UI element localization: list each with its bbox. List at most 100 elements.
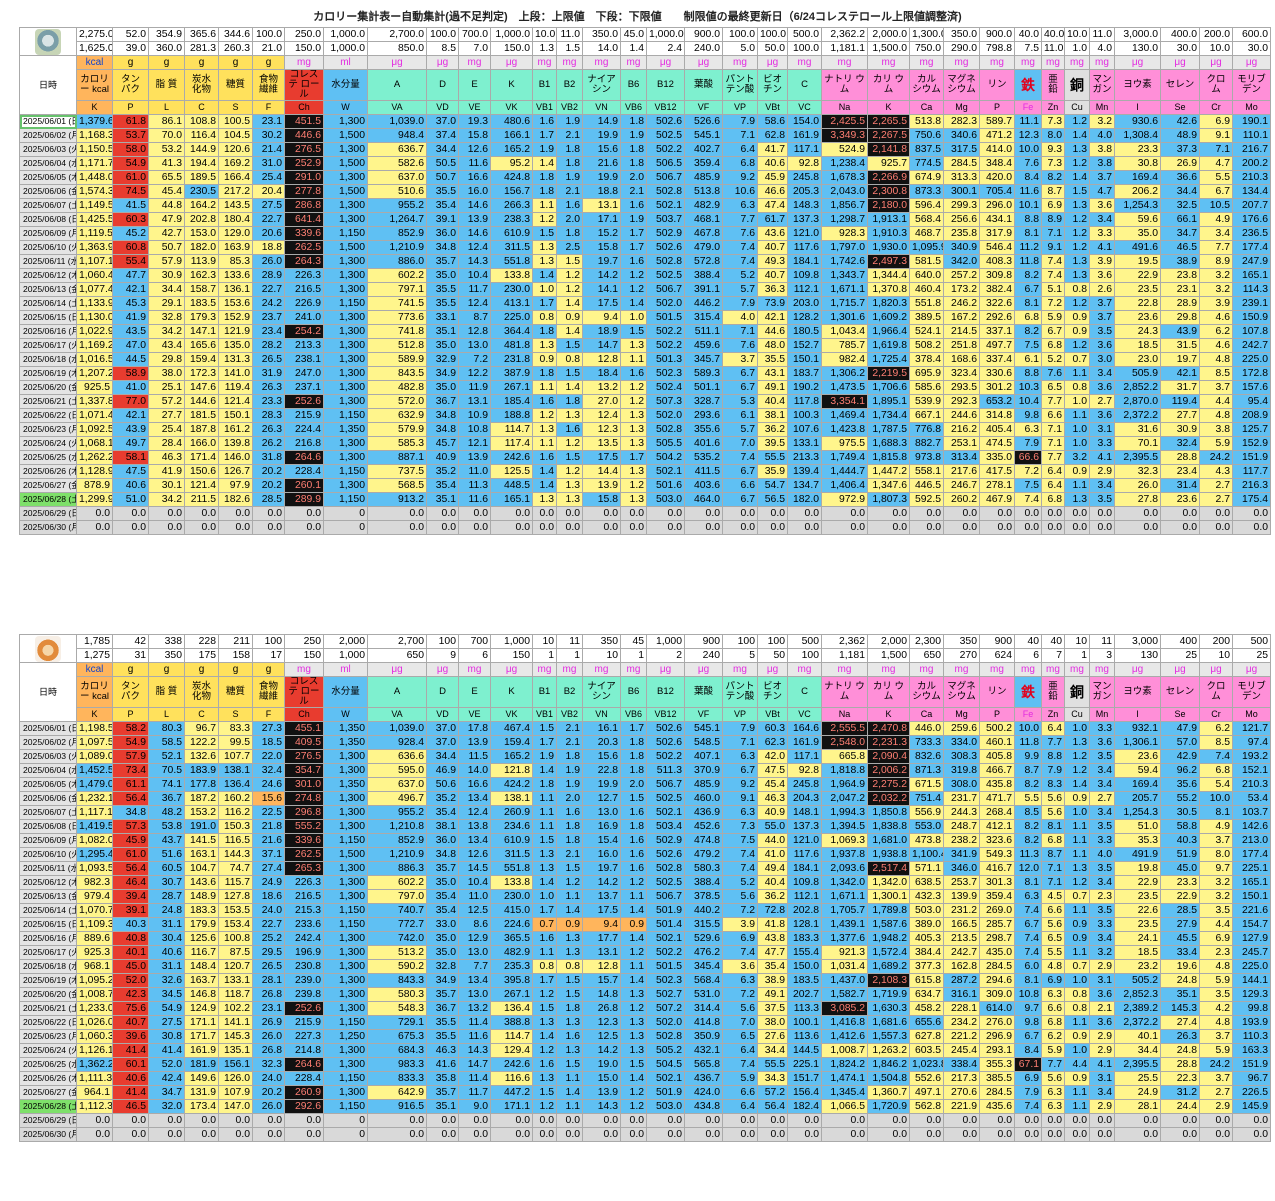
value-cell[interactable]: 121.0: [787, 226, 822, 241]
value-cell[interactable]: 183.5: [787, 973, 822, 988]
value-cell[interactable]: 28.9: [1160, 296, 1200, 311]
value-cell[interactable]: 2.1: [620, 184, 647, 199]
value-cell[interactable]: 276.0: [979, 1015, 1015, 1030]
value-cell[interactable]: 1,500: [323, 240, 368, 255]
value-cell[interactable]: 53.8: [148, 819, 185, 834]
value-cell[interactable]: 1.3: [1064, 268, 1090, 283]
value-cell[interactable]: 395.8: [490, 973, 533, 988]
value-cell[interactable]: 642.9: [367, 1085, 427, 1100]
value-cell[interactable]: 278.1: [979, 478, 1015, 493]
value-cell[interactable]: 34.2: [148, 324, 185, 339]
value-cell[interactable]: 294.6: [979, 973, 1015, 988]
value-cell[interactable]: 579.9: [367, 422, 427, 437]
value-cell[interactable]: 434.1: [979, 212, 1015, 227]
value-cell[interactable]: 172.3: [184, 366, 219, 381]
value-cell[interactable]: 97.9: [218, 478, 253, 493]
value-cell[interactable]: 315.5: [684, 917, 723, 932]
value-cell[interactable]: 0.0: [252, 506, 285, 521]
value-cell[interactable]: 10.0: [1199, 791, 1233, 806]
value-cell[interactable]: 1.3: [620, 422, 647, 437]
value-cell[interactable]: 1,439.1: [821, 917, 868, 932]
value-cell[interactable]: 1.5: [620, 791, 647, 806]
value-cell[interactable]: 2.9: [1089, 959, 1115, 974]
value-cell[interactable]: 1,150: [323, 1099, 368, 1114]
value-cell[interactable]: 211.5: [184, 492, 219, 507]
value-cell[interactable]: 156.7: [490, 184, 533, 199]
value-cell[interactable]: 26.0: [252, 254, 285, 269]
value-cell[interactable]: 6.8: [1041, 492, 1065, 507]
value-cell[interactable]: 7.7: [458, 959, 491, 974]
value-cell[interactable]: 45.3: [112, 296, 149, 311]
value-cell[interactable]: 315.4: [684, 310, 723, 325]
value-cell[interactable]: 468.1: [684, 212, 723, 227]
value-cell[interactable]: 502.8: [646, 861, 685, 876]
value-cell[interactable]: 435.0: [979, 945, 1015, 960]
value-cell[interactable]: 38.9: [1160, 254, 1200, 269]
value-cell[interactable]: 184.1: [787, 254, 822, 269]
value-cell[interactable]: 0.0: [1114, 1127, 1161, 1142]
value-cell[interactable]: 501.3: [646, 352, 685, 367]
value-cell[interactable]: 150.6: [184, 464, 219, 479]
value-cell[interactable]: 1.9: [556, 763, 583, 778]
value-cell[interactable]: 293.1: [979, 1043, 1015, 1058]
value-cell[interactable]: 317.5: [943, 142, 980, 157]
value-cell[interactable]: 411.5: [684, 464, 723, 479]
value-cell[interactable]: 0.0: [458, 520, 491, 535]
value-cell[interactable]: 1,557.3: [867, 1029, 910, 1044]
value-cell[interactable]: 1.0: [532, 889, 557, 904]
value-cell[interactable]: 0.0: [367, 520, 427, 535]
value-cell[interactable]: 1,574.3: [76, 184, 113, 199]
value-cell[interactable]: 414.0: [979, 142, 1015, 157]
value-cell[interactable]: 11.6: [458, 492, 491, 507]
value-cell[interactable]: 12.3: [582, 422, 621, 437]
value-cell[interactable]: 20.2: [252, 464, 285, 479]
value-cell[interactable]: 0.9: [556, 917, 583, 932]
value-cell[interactable]: 26.5: [252, 959, 285, 974]
value-cell[interactable]: 471.2: [979, 128, 1015, 143]
value-cell[interactable]: 141.5: [184, 833, 219, 848]
value-cell[interactable]: 35.5: [426, 1029, 459, 1044]
value-cell[interactable]: 1.3: [556, 931, 583, 946]
value-cell[interactable]: 2.7: [1089, 394, 1115, 409]
value-cell[interactable]: 420.0: [979, 170, 1015, 185]
value-cell[interactable]: 287.2: [943, 973, 980, 988]
value-cell[interactable]: 364.4: [490, 324, 533, 339]
value-cell[interactable]: 40.3: [112, 917, 149, 932]
value-cell[interactable]: 2,180.0: [867, 198, 910, 213]
value-cell[interactable]: 1.8: [556, 833, 583, 848]
value-cell[interactable]: 9.8: [1014, 1015, 1042, 1030]
value-cell[interactable]: 1,416.8: [821, 1015, 868, 1030]
value-cell[interactable]: 121.9: [218, 324, 253, 339]
value-cell[interactable]: 160.2: [218, 791, 253, 806]
value-cell[interactable]: 0.0: [1041, 1127, 1065, 1142]
value-cell[interactable]: 337.4: [979, 352, 1015, 367]
value-cell[interactable]: 948.4: [367, 128, 427, 143]
value-cell[interactable]: 13.9: [458, 212, 491, 227]
value-cell[interactable]: 968.1: [76, 959, 113, 974]
value-cell[interactable]: 163.7: [184, 973, 219, 988]
value-cell[interactable]: 3,349.3: [821, 128, 868, 143]
value-cell[interactable]: 2,372.2: [1114, 408, 1161, 423]
value-cell[interactable]: 0.0: [1232, 520, 1271, 535]
value-cell[interactable]: 1,150: [323, 1071, 368, 1086]
value-cell[interactable]: 513.2: [367, 945, 427, 960]
value-cell[interactable]: 1.8: [532, 184, 557, 199]
value-cell[interactable]: 1,198.5: [76, 721, 113, 736]
value-cell[interactable]: 12.4: [458, 240, 491, 255]
value-cell[interactable]: 886.3: [367, 861, 427, 876]
value-cell[interactable]: 9.8: [1014, 408, 1042, 423]
value-cell[interactable]: 3.5: [1199, 903, 1233, 918]
value-cell[interactable]: 0.9: [1064, 917, 1090, 932]
value-cell[interactable]: 2,548.0: [821, 735, 868, 750]
value-cell[interactable]: 125.5: [490, 464, 533, 479]
value-cell[interactable]: 12.5: [582, 1029, 621, 1044]
date-cell[interactable]: 2025/06/29 (日): [19, 506, 77, 521]
value-cell[interactable]: 2.0: [556, 791, 583, 806]
value-cell[interactable]: 43.7: [148, 833, 185, 848]
value-cell[interactable]: 556.9: [909, 805, 944, 820]
value-cell[interactable]: 0.0: [490, 1127, 533, 1142]
value-cell[interactable]: 632.9: [367, 408, 427, 423]
value-cell[interactable]: 1,300: [323, 749, 368, 764]
value-cell[interactable]: 1,112.3: [76, 1099, 113, 1114]
value-cell[interactable]: 8.3: [1041, 777, 1065, 792]
